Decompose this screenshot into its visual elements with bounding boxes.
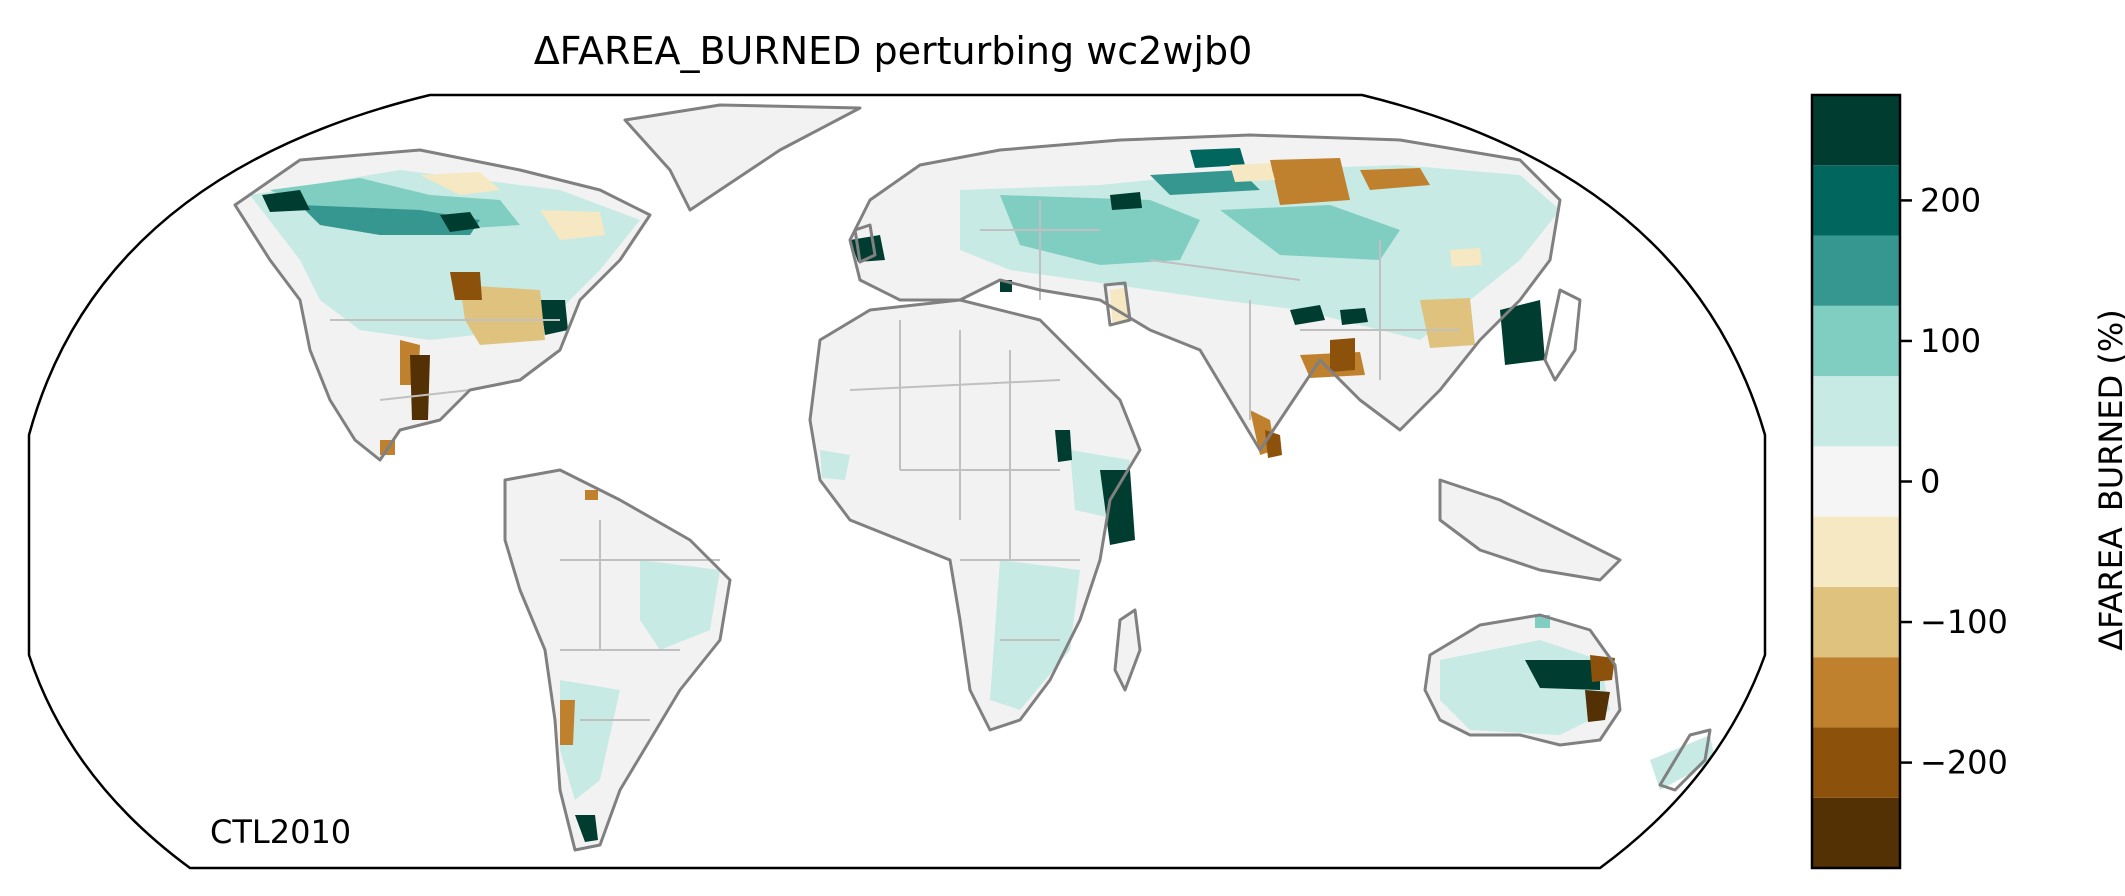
cell-region [820,450,850,480]
colorbar-swatch [1812,797,1900,868]
cell-region [1220,205,1400,260]
anomaly-cells [250,148,1715,842]
panel-label: CTL2010 [210,813,351,851]
colorbar-swatch [1812,516,1900,587]
southeast-asia-land [1440,480,1620,580]
colorbar-swatch [1812,376,1900,447]
colorbar-swatch [1812,165,1900,236]
cell-region [1100,470,1135,545]
colorbar-tick-label: 200 [1920,181,1981,219]
new-zealand-coast [1658,728,1712,792]
cell-region [410,355,430,420]
cell-region [1420,298,1475,348]
cell-region [1290,305,1325,325]
uk-coast [853,223,877,264]
greenland-coast [623,103,862,212]
cell-region [1330,338,1355,372]
cell-region [585,490,598,500]
map-boundary [27,93,1767,870]
cell-region [560,680,620,800]
caspian-coast [1103,281,1132,327]
cell-region [540,210,605,240]
colorbar-label: ΔFAREA_BURNED (%) [2092,309,2125,651]
colorbar-swatch [1812,95,1900,166]
africa-coast [808,298,1142,732]
border-line [379,389,471,401]
border-line [849,320,1080,641]
cell-region [575,815,598,842]
colorbar-swatch [1812,235,1900,306]
colorbar-tick-label: 0 [1920,463,1940,501]
australia-coast [1423,613,1622,747]
cell-region [1230,163,1275,182]
north-america-coast [233,148,652,462]
cell-region [990,560,1080,710]
cell-region [560,700,575,745]
cell-region [1450,248,1482,267]
cell-region [1110,192,1142,210]
colorbar-swatch [1812,305,1900,377]
southeast-asia-coast [1438,478,1622,582]
cell-region [440,212,480,232]
madagascar-coast [1113,608,1142,692]
colorbar-swatches [1812,95,1900,868]
cell-region [1360,168,1430,190]
cell-region [1055,430,1072,462]
eurasia-coast [848,133,1562,452]
colorbar-tick-label: −200 [1920,744,2008,782]
cell-region [262,190,310,212]
map-title: ΔFAREA_BURNED perturbing wc2wjb0 [534,29,1253,73]
greenland-land [625,105,860,210]
border-line [560,520,720,721]
colorbar-swatch [1812,657,1900,728]
cell-region [1190,148,1245,168]
colorbar-swatch [1812,586,1900,658]
colorbar-ticks: −200 −100 0 100 200 [1900,181,2008,782]
cell-region [1340,308,1368,325]
cell-region [1150,170,1260,195]
colorbar-swatch [1812,446,1900,517]
coastlines [233,103,1712,852]
cell-region [450,272,482,300]
cell-region [640,560,720,650]
cell-region [1500,300,1545,365]
cell-region [300,205,480,235]
colorbar-swatch [1812,727,1900,798]
colorbar-tick-label: −100 [1920,603,2008,641]
south-america-coast [503,468,732,852]
cell-region [1590,655,1615,682]
cell-region [420,172,500,195]
cell-region [1270,158,1350,205]
border-line [980,200,1460,420]
madagascar-land [1115,610,1140,690]
country-borders [330,200,1460,721]
colorbar-tick-label: 100 [1920,322,1981,360]
colorbar: −200 −100 0 100 200 ΔFAREA_BURNED (%) [1810,93,2125,870]
cell-region [540,300,568,335]
japan-coast [1543,288,1582,382]
cell-region [1525,660,1600,690]
cell-region [1585,690,1610,722]
